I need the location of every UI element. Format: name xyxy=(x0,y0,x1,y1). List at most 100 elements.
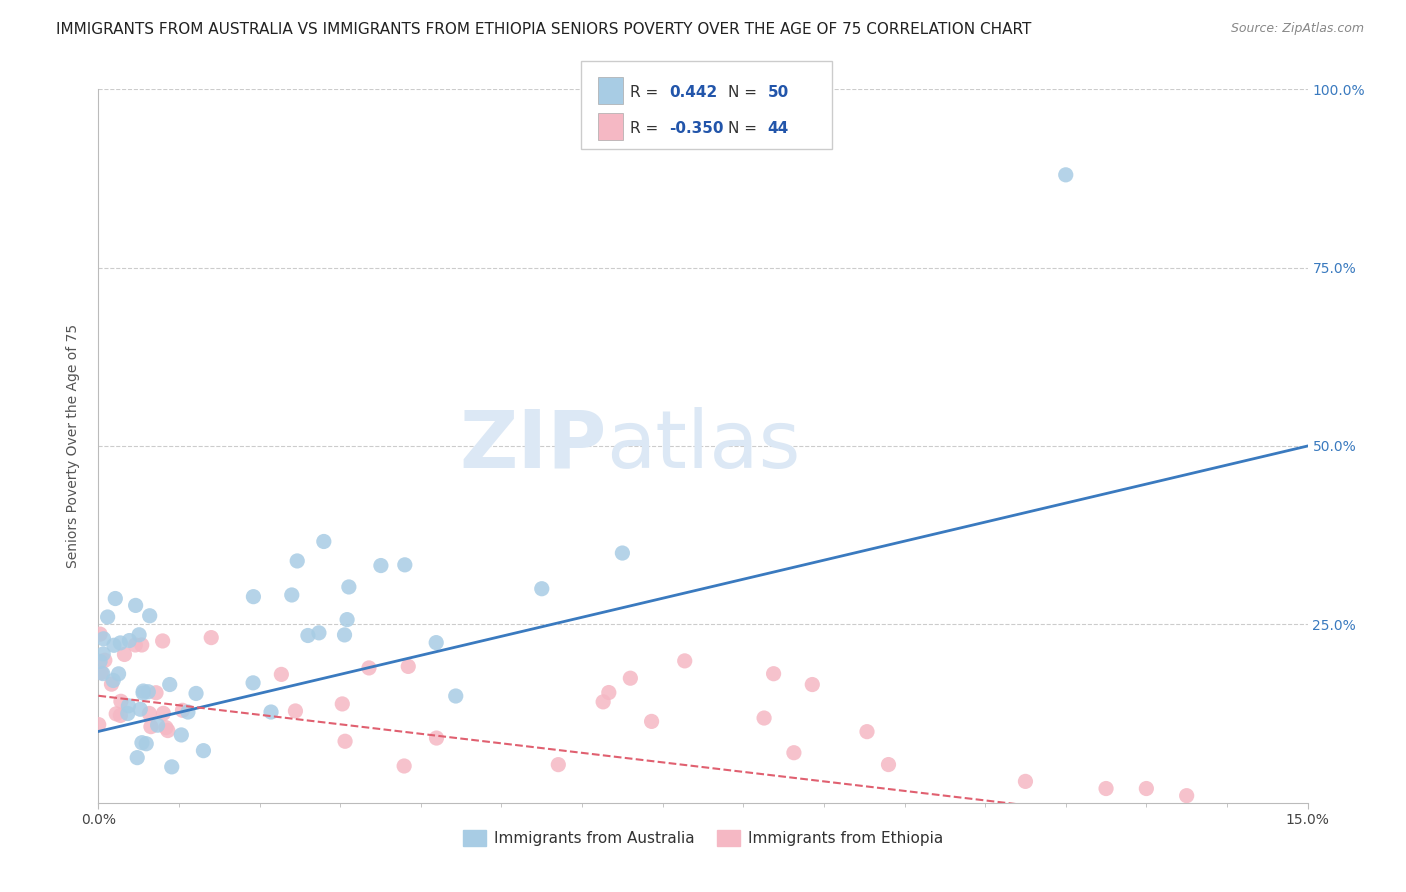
Point xyxy=(124,638,146,652)
Point xyxy=(172,703,194,717)
Point xyxy=(152,706,174,721)
Point xyxy=(357,661,380,675)
Text: 44: 44 xyxy=(768,121,789,136)
Point xyxy=(260,705,283,719)
Point xyxy=(91,666,114,681)
Point xyxy=(105,706,128,721)
Point xyxy=(155,721,177,735)
Point xyxy=(128,628,150,642)
Point xyxy=(139,720,162,734)
Point xyxy=(89,627,111,641)
Point xyxy=(284,704,307,718)
Point xyxy=(103,638,125,652)
Point xyxy=(100,677,122,691)
Point xyxy=(170,728,193,742)
Point xyxy=(131,638,153,652)
Point xyxy=(856,724,879,739)
Point xyxy=(619,671,641,685)
Point xyxy=(104,591,127,606)
Point xyxy=(136,685,159,699)
Point xyxy=(91,647,114,661)
Point xyxy=(97,610,120,624)
Point xyxy=(242,590,264,604)
Point xyxy=(1135,781,1157,796)
Point xyxy=(425,731,447,745)
Text: ZIP: ZIP xyxy=(458,407,606,485)
Point xyxy=(396,659,419,673)
Point xyxy=(281,588,304,602)
Point xyxy=(90,665,112,680)
Point xyxy=(444,689,467,703)
Point xyxy=(612,546,634,560)
Text: IMMIGRANTS FROM AUSTRALIA VS IMMIGRANTS FROM ETHIOPIA SENIORS POVERTY OVER THE A: IMMIGRANTS FROM AUSTRALIA VS IMMIGRANTS … xyxy=(56,22,1032,37)
Point xyxy=(145,686,167,700)
Point xyxy=(333,628,356,642)
Point xyxy=(592,695,614,709)
Point xyxy=(94,653,117,667)
Point xyxy=(330,697,353,711)
Point xyxy=(87,717,110,731)
Point xyxy=(336,613,359,627)
Point xyxy=(103,673,125,688)
Point xyxy=(127,750,149,764)
Point xyxy=(107,666,129,681)
Text: Source: ZipAtlas.com: Source: ZipAtlas.com xyxy=(1230,22,1364,36)
Point xyxy=(394,558,416,572)
Point xyxy=(425,635,447,649)
Text: R =: R = xyxy=(630,85,664,100)
Point xyxy=(124,599,146,613)
Point xyxy=(159,677,181,691)
Point xyxy=(392,759,415,773)
Point xyxy=(152,634,174,648)
Point xyxy=(297,628,319,642)
Point xyxy=(801,677,824,691)
Point xyxy=(673,654,696,668)
Point xyxy=(640,714,662,729)
Point xyxy=(308,625,330,640)
Point xyxy=(193,744,215,758)
Text: 50: 50 xyxy=(768,85,789,100)
Point xyxy=(270,667,292,681)
Point xyxy=(177,705,200,719)
Point xyxy=(184,686,207,700)
Point xyxy=(200,631,222,645)
Point xyxy=(242,676,264,690)
Point xyxy=(117,706,139,721)
Point xyxy=(110,694,132,708)
Text: R =: R = xyxy=(630,121,664,136)
Text: atlas: atlas xyxy=(606,407,800,485)
Point xyxy=(110,708,132,723)
Point xyxy=(1054,168,1077,182)
Legend: Immigrants from Australia, Immigrants from Ethiopia: Immigrants from Australia, Immigrants fr… xyxy=(457,824,949,852)
Point xyxy=(783,746,806,760)
Text: N =: N = xyxy=(728,85,762,100)
Point xyxy=(333,734,356,748)
Point xyxy=(132,686,155,700)
Point xyxy=(135,737,157,751)
Point xyxy=(131,736,153,750)
Point xyxy=(877,757,900,772)
Point xyxy=(1014,774,1036,789)
Point xyxy=(114,648,136,662)
Point xyxy=(1175,789,1198,803)
Point xyxy=(285,554,308,568)
Point xyxy=(156,723,179,738)
Point xyxy=(752,711,775,725)
Point xyxy=(117,698,139,713)
Point xyxy=(762,666,785,681)
Point xyxy=(138,608,160,623)
Point xyxy=(1095,781,1118,796)
Y-axis label: Seniors Poverty Over the Age of 75: Seniors Poverty Over the Age of 75 xyxy=(66,324,80,568)
Point xyxy=(312,534,335,549)
Text: 0.442: 0.442 xyxy=(669,85,717,100)
Point xyxy=(118,633,141,648)
Point xyxy=(547,757,569,772)
Point xyxy=(110,636,132,650)
Point xyxy=(89,654,111,668)
Point xyxy=(93,632,115,646)
Point xyxy=(146,718,169,732)
Point xyxy=(160,760,183,774)
Point xyxy=(530,582,553,596)
Point xyxy=(138,706,160,721)
Point xyxy=(132,684,155,698)
